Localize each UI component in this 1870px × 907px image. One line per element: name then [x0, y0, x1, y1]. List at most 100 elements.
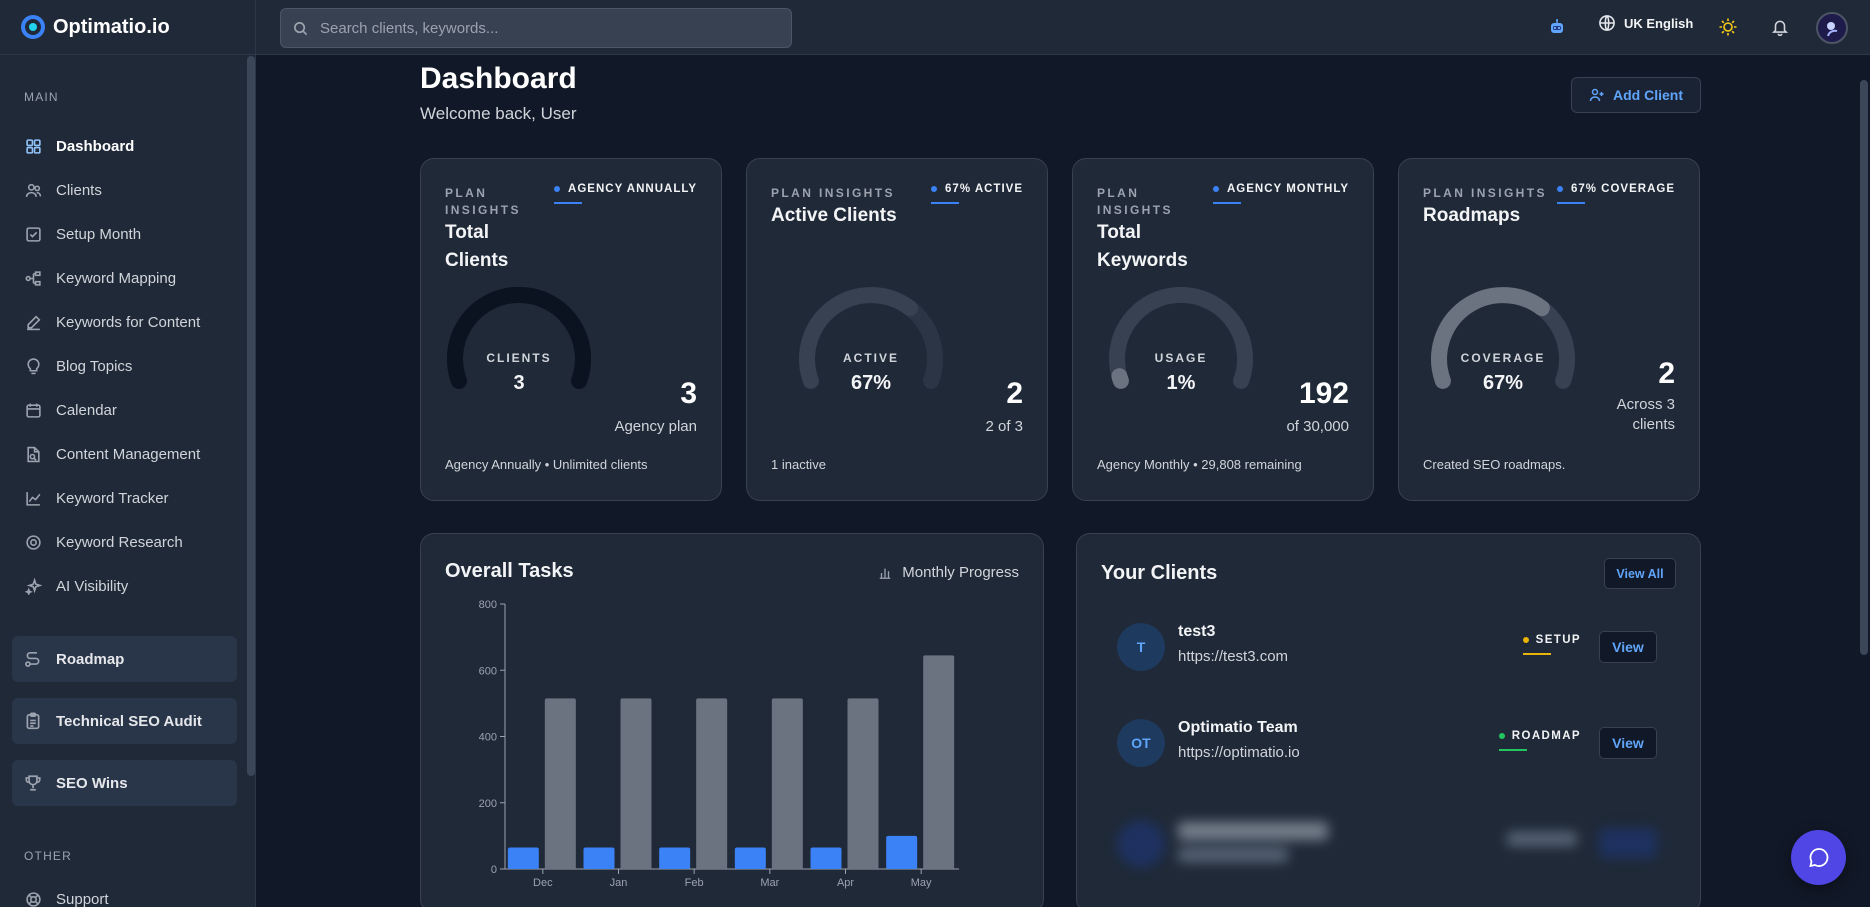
- gauge-fill: [1111, 368, 1129, 389]
- gauge-track: [1109, 287, 1253, 389]
- gauge-label: USAGE: [1154, 351, 1208, 365]
- y-tick-label: 400: [479, 732, 497, 744]
- card-badge: AGENCY MONTHLY: [1213, 183, 1349, 204]
- sidebar-item-calendar[interactable]: Calendar: [0, 388, 246, 432]
- x-tick-label: Apr: [837, 877, 854, 889]
- bar: [810, 847, 842, 869]
- user-avatar[interactable]: [1816, 12, 1848, 44]
- client-status-badge: ROADMAP: [1498, 730, 1581, 751]
- sidebar-item-ai-visibility[interactable]: AI Visibility: [0, 564, 246, 608]
- search-box[interactable]: [280, 8, 792, 48]
- bar: [544, 698, 576, 869]
- sidebar-item-label: Roadmap: [56, 650, 125, 668]
- gauge-value: 67%: [850, 372, 892, 394]
- lightbulb-icon: [24, 357, 42, 375]
- legend-label: Monthly Progress: [902, 564, 1019, 581]
- gauge-value: 67%: [1482, 372, 1524, 394]
- sidebar-item-blog-topics[interactable]: Blog Topics: [0, 344, 246, 388]
- add-client-button[interactable]: Add Client: [1571, 77, 1701, 113]
- client-row[interactable]: T test3 https://test3.com SETUP View: [1117, 619, 1657, 675]
- lifebuoy-icon: [24, 890, 42, 907]
- sidebar-item-keyword-mapping[interactable]: Keyword Mapping: [0, 256, 246, 300]
- sidebar-item-label: Keywords for Content: [56, 313, 201, 331]
- search-icon: [294, 21, 308, 35]
- view-client-button[interactable]: View: [1599, 727, 1657, 759]
- your-clients-panel: Your Clients View All T test3 https://te…: [1076, 533, 1701, 907]
- add-client-label: Add Client: [1613, 87, 1683, 103]
- tasks-bar-chart: 0 200 400 600 800 Dec Jan Feb Mar Apr May: [479, 599, 959, 889]
- card-label: PLAN INSIGHTS: [1423, 186, 1547, 200]
- sidebar-item-content-management[interactable]: Content Management: [0, 432, 246, 476]
- sparkle-icon: [24, 577, 42, 595]
- sidebar-item-keyword-research[interactable]: Keyword Research: [0, 520, 246, 564]
- sidebar-item-label: Technical SEO Audit: [56, 712, 202, 730]
- language-selector[interactable]: UK English: [1598, 14, 1693, 32]
- gauge: [1431, 287, 1575, 389]
- sidebar: Optimatio.io MAIN Dashboard Clients Setu…: [0, 0, 256, 907]
- brand[interactable]: Optimatio.io: [0, 0, 255, 55]
- page-title: Dashboard: [420, 62, 577, 95]
- chart-legend[interactable]: Monthly Progress: [878, 564, 1019, 581]
- sidebar-item-keyword-tracker[interactable]: Keyword Tracker: [0, 476, 246, 520]
- add-user-icon: [1589, 88, 1604, 102]
- grid-icon: [24, 137, 42, 155]
- view-client-button[interactable]: View: [1599, 631, 1657, 663]
- big-stat-sub: of 30,000: [1286, 418, 1349, 435]
- card-footer: Agency Monthly • 29,808 remaining: [1097, 457, 1302, 472]
- sidebar-item-label: Content Management: [56, 445, 201, 463]
- bar: [923, 655, 955, 869]
- card-active-clients: PLAN INSIGHTS Active Clients 67% ACTIVE …: [746, 158, 1048, 501]
- big-stat-sub: 2 of 3: [985, 418, 1023, 435]
- page-subtitle: Welcome back, User: [420, 104, 577, 123]
- panel-title: Your Clients: [1101, 562, 1218, 584]
- sidebar-item-support[interactable]: Support: [0, 877, 246, 907]
- section-label-other: OTHER: [24, 849, 72, 863]
- client-url[interactable]: https://test3.com: [1178, 648, 1289, 665]
- sidebar-item-clients[interactable]: Clients: [0, 168, 246, 212]
- gauge-fill: [799, 287, 918, 389]
- gauge-fill: [1431, 287, 1550, 389]
- bar: [696, 698, 728, 869]
- sun-icon[interactable]: [1717, 16, 1739, 38]
- view-all-button[interactable]: View All: [1604, 558, 1676, 589]
- sidebar-item-keywords-for-content[interactable]: Keywords for Content: [0, 300, 246, 344]
- bell-icon[interactable]: [1769, 16, 1791, 38]
- x-tick-label: Mar: [760, 877, 779, 889]
- card-badge: 67% ACTIVE: [931, 183, 1023, 204]
- search-input[interactable]: [320, 19, 760, 37]
- users-icon: [24, 181, 42, 199]
- gauge-label: COVERAGE: [1460, 351, 1546, 365]
- bar: [507, 847, 539, 869]
- card-title: Active Clients: [771, 205, 897, 226]
- sidebar-item-label: Keyword Research: [56, 533, 183, 551]
- logo-icon: [21, 15, 45, 39]
- client-name: Optimatio Team: [1178, 719, 1298, 736]
- brand-name: Optimatio.io: [53, 15, 170, 38]
- sidebar-item-label: Blog Topics: [56, 357, 133, 375]
- gauge-fill: [447, 287, 591, 389]
- sidebar-item-label: Keyword Tracker: [56, 489, 169, 507]
- sidebar-item-label: Calendar: [56, 401, 117, 419]
- client-avatar: T: [1117, 623, 1165, 671]
- client-row[interactable]: OT Optimatio Team https://optimatio.io R…: [1117, 715, 1657, 771]
- checkbox-icon: [24, 225, 42, 243]
- chat-button[interactable]: [1791, 830, 1846, 885]
- main-scrollbar[interactable]: [1860, 80, 1868, 655]
- card-badge: AGENCY ANNUALLY: [554, 183, 697, 204]
- client-url[interactable]: https://optimatio.io: [1178, 744, 1300, 761]
- sidebar-item-technical-seo-audit[interactable]: Technical SEO Audit: [12, 698, 237, 744]
- card-title: Total Keywords: [1097, 222, 1188, 271]
- clipboard-icon: [24, 712, 42, 730]
- sidebar-scrollbar[interactable]: [247, 56, 255, 776]
- sidebar-item-roadmap[interactable]: Roadmap: [12, 636, 237, 682]
- y-tick-label: 0: [491, 864, 497, 876]
- big-stat-sub: Across 3 clients: [1616, 396, 1675, 433]
- sidebar-item-dashboard[interactable]: Dashboard: [0, 124, 246, 168]
- sidebar-item-seo-wins[interactable]: SEO Wins: [12, 760, 237, 806]
- document-icon: [24, 445, 42, 463]
- big-stat-sub: Agency plan: [614, 418, 697, 435]
- sidebar-nav: Dashboard Clients Setup Month Keyword Ma…: [0, 124, 246, 608]
- gauge: [447, 287, 591, 389]
- sidebar-item-setup-month[interactable]: Setup Month: [0, 212, 246, 256]
- robot-icon[interactable]: [1546, 16, 1568, 38]
